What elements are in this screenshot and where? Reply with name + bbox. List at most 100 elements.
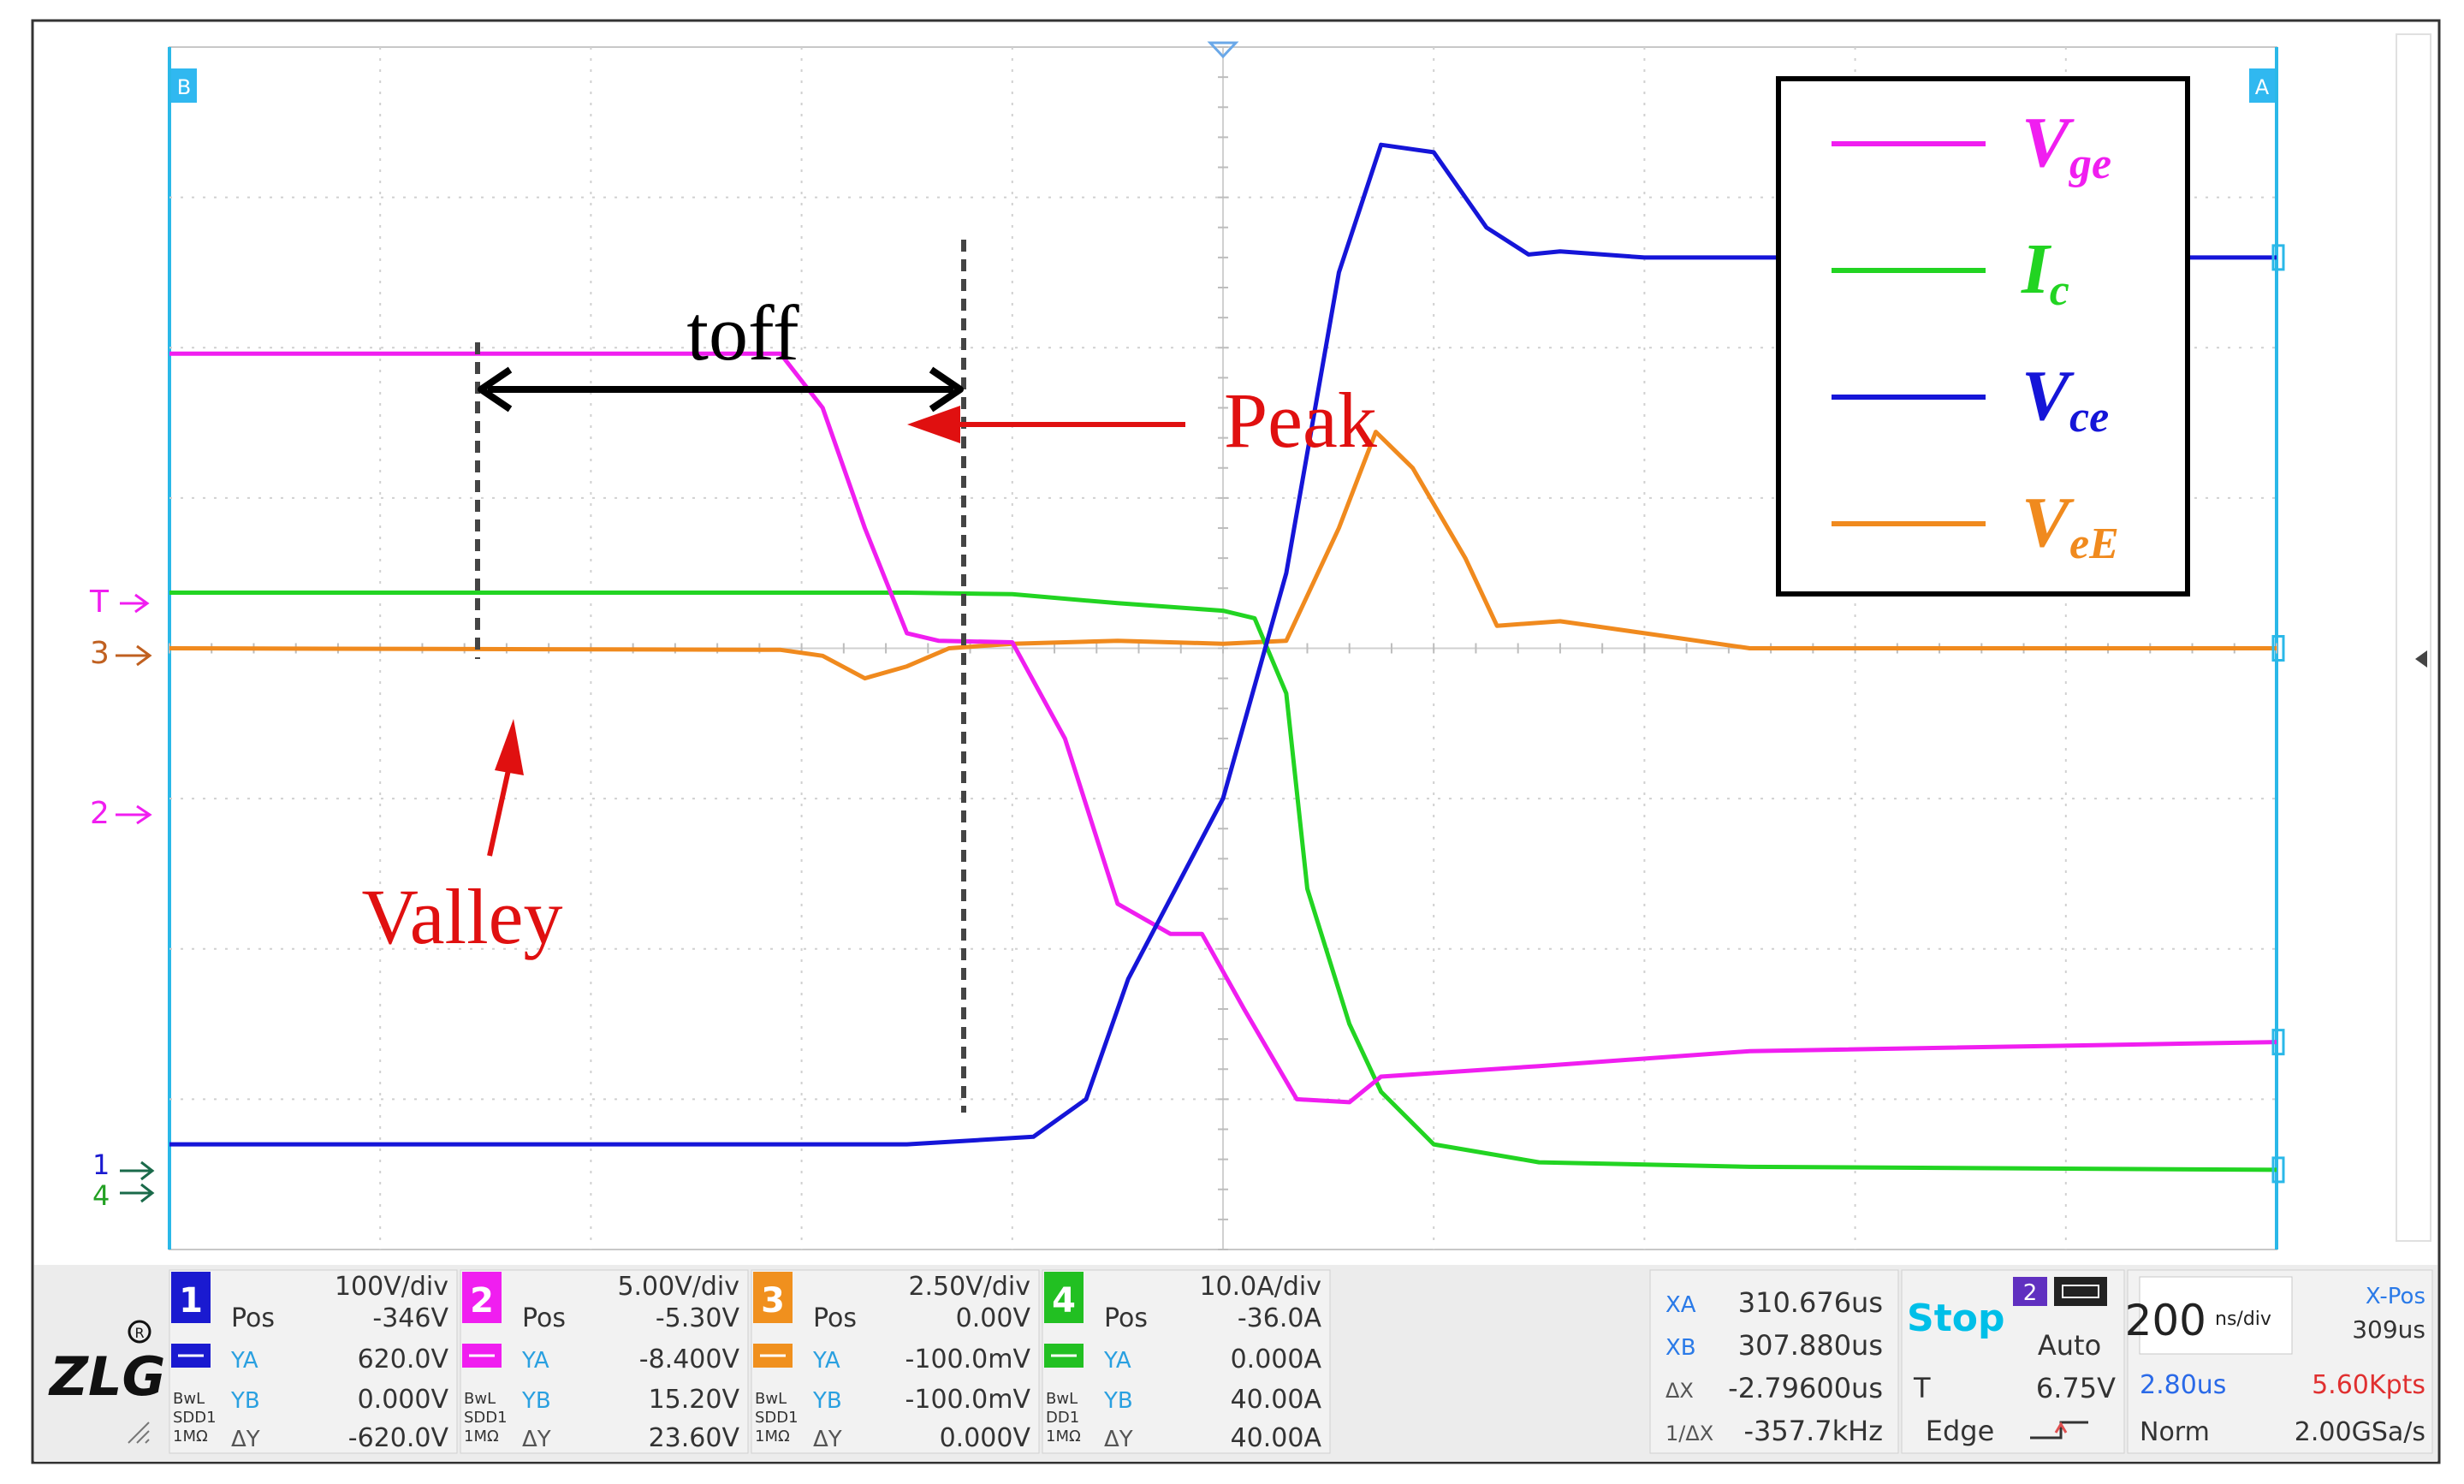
ch2-marker-icon [116,804,152,825]
inv-dx-label: 1/ΔX [1665,1422,1713,1445]
run-trigger-panel[interactable]: Stop 2 Auto T 6.75V Edge [1901,1269,2125,1454]
toff-right-arrowhead [929,366,964,413]
side-menu-arrow-icon[interactable] [2415,650,2427,668]
channel-pos-value[interactable]: -346V [372,1303,448,1333]
marker-b [171,68,197,103]
channel-pos-label: Pos [231,1303,275,1333]
channel-badge [171,1272,211,1323]
legend-main: V [2022,483,2075,562]
channel-number: 3 [761,1281,785,1321]
memory-depth: 5.60Kpts [2312,1370,2425,1400]
cursor-row-label: YB [812,1388,842,1414]
toff-left-arrowhead [478,366,513,413]
ch2-marker-label: 2 [90,796,110,831]
timebase-unit: ns/div [2215,1309,2271,1330]
cursor-row-value: 0.000V [940,1423,1031,1453]
logo-text: ZLG [48,1345,165,1408]
cursor-row-value: -100.0mV [905,1385,1031,1415]
channel-1-panel[interactable]: 1 100V/div Pos -346V YA 620.0V YB 0.000V ΔY -620.… [169,1269,458,1454]
legend-sub: ce [2069,393,2109,442]
trigger-indicator-icon [2062,1285,2099,1298]
channel-impedance: 1MΩ [755,1428,790,1445]
inv-dx-value: -357.7kHz [1743,1415,1883,1447]
channel-scale[interactable]: 5.00V/div [617,1272,739,1302]
trigger-source: 2 [2023,1280,2038,1306]
legend-main: V [2022,356,2075,436]
trace-vge [169,351,2277,1105]
cursor-row-label: YA [521,1348,549,1374]
channel-pos-value[interactable]: -36.0A [1238,1303,1322,1333]
trigger-position-icon[interactable] [1207,41,1239,59]
channel-number: 2 [470,1281,494,1321]
channel-bandwidth: BwL [464,1390,496,1408]
channel-scale[interactable]: 10.0A/div [1199,1272,1321,1302]
trace-vce [169,142,2277,1147]
dx-label: ΔX [1665,1379,1694,1403]
cursor-row-value: 620.0V [358,1345,449,1374]
legend-entry: Vce [2022,356,2109,442]
xpos-value[interactable]: 309us [2352,1315,2425,1344]
legend-entry: Vge [2022,103,2111,188]
cursor-row-value: 0.000V [358,1385,449,1415]
peak-label: Peak [1224,377,1377,464]
channel-impedance: 1MΩ [464,1428,499,1445]
trigger-source-badge [2013,1277,2047,1306]
channel-3-panel[interactable]: 3 2.50V/div Pos 0.00V YA -100.0mV YB -100.0mV ΔY… [751,1269,1040,1454]
cursor-row-value: 15.20V [649,1385,740,1415]
channel-bandwidth: BwL [1046,1390,1078,1408]
traces [169,142,2285,1184]
channel-pos-value[interactable]: 0.00V [956,1303,1031,1333]
bottom-panel: ZLG R 1 100V/div Pos -346V YA 620.0V YB 0.000V Δ… [34,1265,2437,1462]
channel-coupling: SDD1 [755,1409,799,1427]
ch1-ch4-marker-icon [120,1160,155,1203]
channel-4-panel[interactable]: 4 10.0A/div Pos -36.0A YA 0.000A YB 40.00A ΔY 40.… [1042,1269,1331,1454]
cursor-row-label: ΔY [231,1427,260,1452]
legend-entry: Ic [2021,229,2069,315]
cursor-row-label: YB [230,1388,260,1414]
channel-badge [462,1272,502,1323]
cursor-readout[interactable]: XA 310.676us XB 307.880us ΔX -2.79600us … [1649,1269,1899,1454]
trace-vee [169,430,2277,681]
channel-box [169,1269,458,1454]
cursor-row-value: 40.00A [1231,1385,1322,1415]
trigger-level[interactable]: 6.75V [2036,1372,2116,1404]
cursor-row-label: ΔY [1104,1427,1133,1452]
cursor-row-label: YA [1103,1348,1131,1374]
cursor-row-value: 23.60V [649,1423,740,1453]
channel-2-panel[interactable]: 2 5.00V/div Pos -5.30V YA -8.400V YB 15.20V ΔY 23… [460,1269,749,1454]
cursor-row-value: -620.0V [348,1423,449,1453]
channel-pos-value[interactable]: -5.30V [656,1303,740,1333]
ch3-marker-icon [116,644,152,667]
channel-box [1042,1269,1331,1454]
trace-end-marker [2271,1029,2285,1056]
channel-impedance: 1MΩ [173,1428,208,1445]
channel-coupling: SDD1 [464,1409,508,1427]
trigger-mode[interactable]: Auto [2038,1329,2101,1362]
trace-end-marker [2271,244,2285,271]
cursor-box [1649,1269,1899,1454]
trigger-level-label: T [1913,1372,1931,1404]
ch1-marker-label: 1 [92,1149,110,1181]
channel-scale[interactable]: 2.50V/div [908,1272,1030,1302]
rising-edge-icon [2054,1422,2068,1434]
xa-value: 310.676us [1738,1286,1883,1319]
ch3-marker-label: 3 [90,636,110,671]
channel-bandwidth: BwL [755,1390,787,1408]
run-status[interactable]: Stop [1907,1297,2004,1340]
channel-number: 4 [1052,1281,1076,1321]
peak-arrowhead [907,406,960,443]
valley-arrowhead [495,719,524,775]
timebase-panel[interactable]: 200 ns/div X-Pos 309us 2.80us 5.60Kpts N… [2125,1269,2433,1454]
resize-grip-icon [128,1422,150,1444]
channel-scale[interactable]: 100V/div [335,1272,448,1302]
ch4-marker-label: 4 [92,1179,110,1212]
trigger-type[interactable]: Edge [1926,1415,1995,1447]
acquisition-mode[interactable]: Norm [2140,1417,2210,1447]
xb-label: XB [1665,1335,1696,1361]
trace-end-marker [2271,1156,2285,1184]
dx-value: -2.79600us [1728,1372,1883,1404]
timebase-value[interactable]: 200 [2125,1296,2206,1345]
cursor-row-value: 0.000A [1231,1345,1322,1374]
